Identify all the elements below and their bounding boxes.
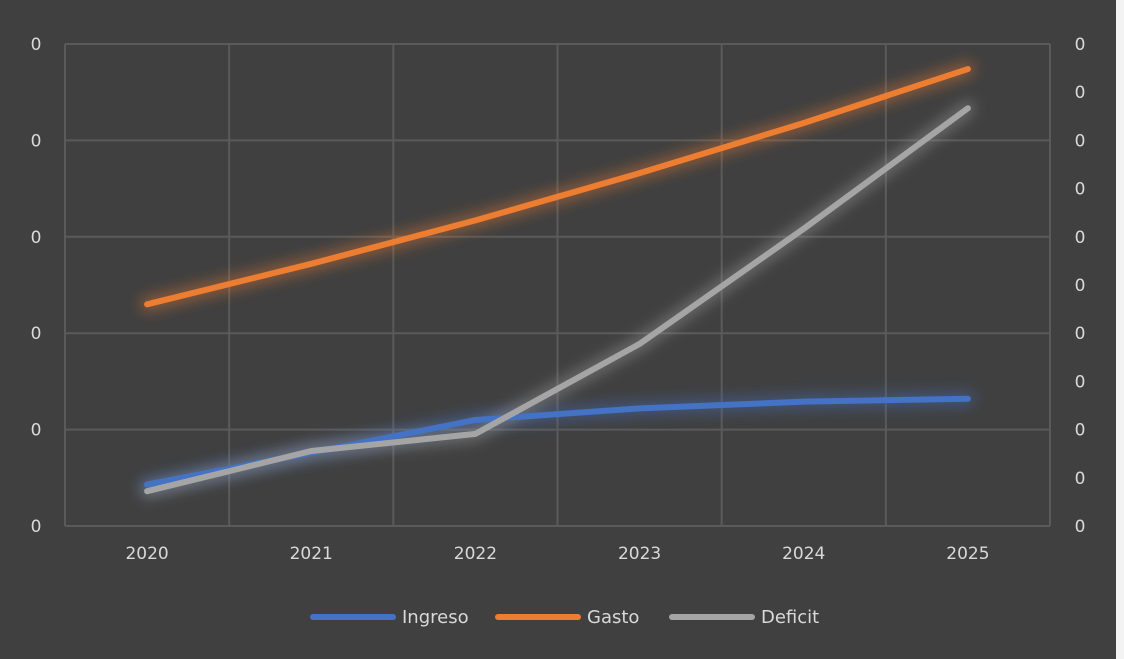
y-left-tick-label: 0	[31, 228, 42, 248]
data-point-ingreso[interactable]	[637, 405, 643, 411]
y-right-tick-label: 0	[1075, 517, 1086, 537]
series-line-deficit[interactable]	[144, 105, 971, 495]
x-tick-label: 2020	[125, 544, 168, 564]
y-left-tick-label: 0	[31, 35, 42, 55]
y-left-tick-label: 0	[31, 131, 42, 151]
y-right-tick-label: 0	[1075, 228, 1086, 248]
data-point-deficit[interactable]	[801, 226, 807, 232]
y-right-tick-label: 0	[1075, 469, 1086, 489]
series-line-gasto[interactable]	[144, 66, 971, 308]
data-point-gasto[interactable]	[965, 66, 971, 72]
x-tick-label: 2025	[946, 544, 989, 564]
y-right-tick-label: 0	[1075, 83, 1086, 103]
x-tick-label: 2021	[290, 544, 333, 564]
data-point-deficit[interactable]	[144, 488, 150, 494]
window-edge	[1116, 0, 1124, 659]
data-point-ingreso[interactable]	[472, 417, 478, 423]
y-right-tick-label: 0	[1075, 324, 1086, 344]
y-right-tick-label: 0	[1075, 276, 1086, 296]
y-left-tick-label: 0	[31, 517, 42, 537]
data-point-gasto[interactable]	[801, 120, 807, 126]
data-point-deficit[interactable]	[637, 341, 643, 347]
x-tick-label: 2024	[782, 544, 825, 564]
data-point-gasto[interactable]	[637, 170, 643, 176]
x-tick-label: 2022	[454, 544, 497, 564]
legend-item-deficit[interactable]: Deficit	[669, 607, 819, 628]
data-point-ingreso[interactable]	[801, 399, 807, 405]
legend-label: Gasto	[587, 607, 639, 628]
y-right-tick-label: 0	[1075, 421, 1086, 441]
x-tick-label: 2023	[618, 544, 661, 564]
data-point-deficit[interactable]	[965, 105, 971, 111]
y-right-tick-label: 0	[1075, 372, 1086, 392]
data-point-ingreso[interactable]	[965, 396, 971, 402]
legend-item-ingreso[interactable]: Ingreso	[310, 607, 469, 628]
y-right-tick-label: 0	[1075, 131, 1086, 151]
y-right-tick-label: 0	[1075, 180, 1086, 200]
data-point-gasto[interactable]	[144, 301, 150, 307]
legend-item-gasto[interactable]: Gasto	[495, 607, 639, 628]
y-left-tick-label: 0	[31, 421, 42, 441]
data-point-gasto[interactable]	[308, 261, 314, 267]
data-point-deficit[interactable]	[472, 431, 478, 437]
legend-label: Ingreso	[402, 607, 469, 628]
y-left-tick-label: 0	[31, 324, 42, 344]
legend-label: Deficit	[761, 607, 819, 628]
y-right-tick-label: 0	[1075, 35, 1086, 55]
data-point-deficit[interactable]	[308, 448, 314, 454]
data-point-ingreso[interactable]	[144, 482, 150, 488]
data-point-gasto[interactable]	[472, 217, 478, 223]
